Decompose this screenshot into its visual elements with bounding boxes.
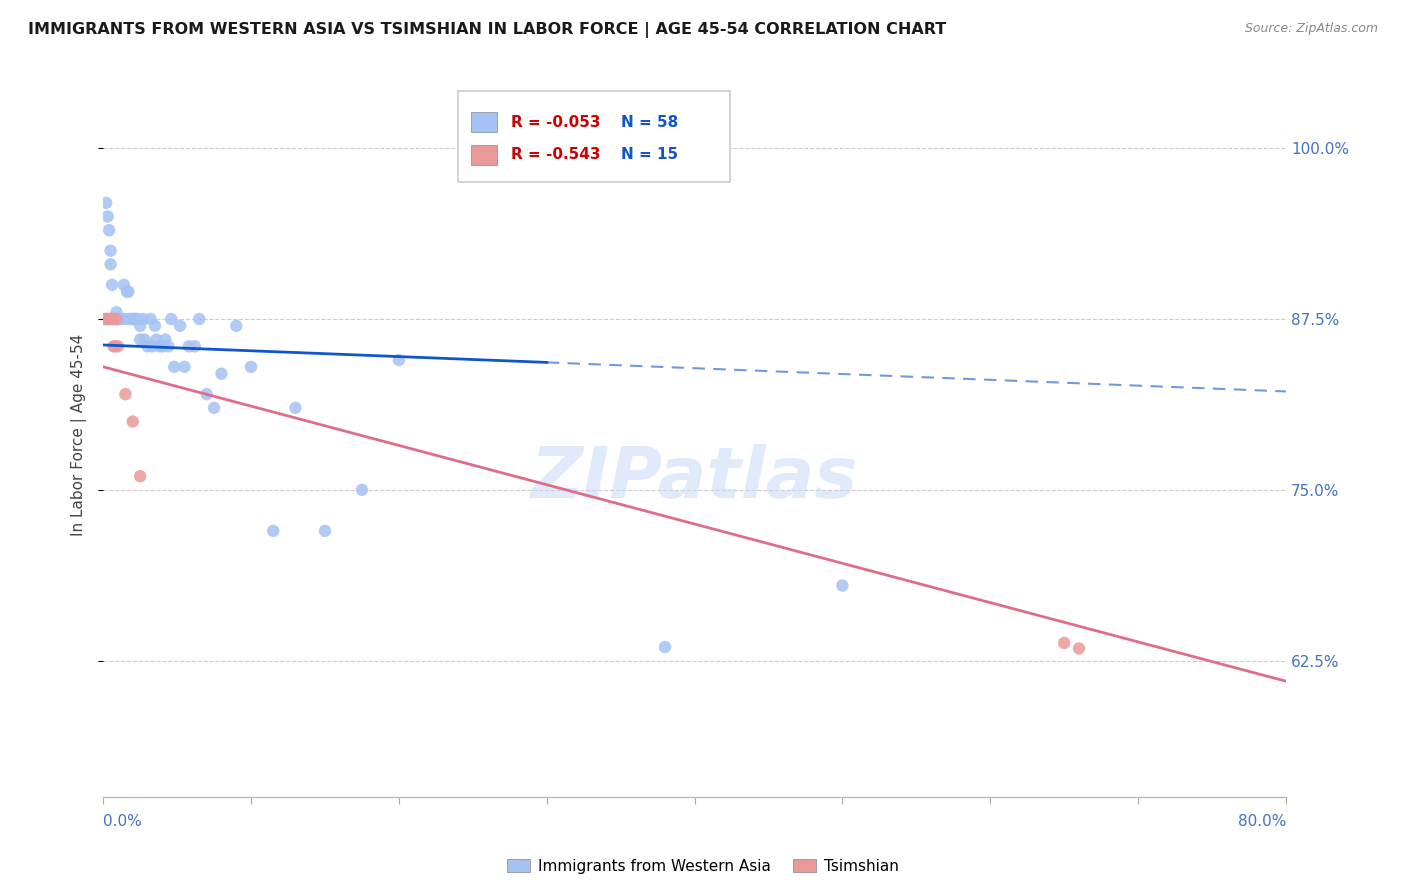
Point (177, 339, 200, 353)
Point (1067, 641, 1090, 656)
Point (111, 312, 134, 326)
Point (107, 312, 129, 326)
Point (120, 312, 142, 326)
Point (136, 339, 159, 353)
Point (121, 312, 143, 326)
Y-axis label: In Labor Force | Age 45-54: In Labor Force | Age 45-54 (72, 334, 87, 536)
Point (134, 333, 156, 347)
Point (117, 285, 139, 299)
Point (173, 359, 195, 374)
Point (654, 640, 676, 654)
Point (96, 312, 118, 326)
Point (108, 312, 131, 326)
FancyBboxPatch shape (458, 91, 730, 182)
Point (129, 469, 152, 483)
Point (112, 277, 135, 292)
Point (107, 312, 129, 326)
Point (104, 312, 127, 326)
Point (127, 312, 149, 326)
Point (314, 524, 336, 538)
Point (831, 578, 853, 592)
Point (98, 312, 121, 326)
Point (143, 318, 166, 333)
FancyBboxPatch shape (471, 145, 498, 165)
Point (155, 333, 177, 347)
Point (160, 312, 183, 326)
Point (100, 257, 122, 271)
Point (110, 312, 132, 326)
Point (150, 339, 173, 353)
Point (284, 401, 307, 415)
Point (132, 312, 155, 326)
Point (97, 312, 120, 326)
Text: IMMIGRANTS FROM WESTERN ASIA VS TSIMSHIAN IN LABOR FORCE | AGE 45-54 CORRELATION: IMMIGRANTS FROM WESTERN ASIA VS TSIMSHIA… (28, 22, 946, 38)
Point (103, 312, 125, 326)
Point (1053, 636, 1076, 650)
Point (262, 524, 284, 538)
Point (98, 223, 121, 237)
Text: N = 15: N = 15 (621, 147, 678, 162)
Point (157, 339, 180, 353)
Point (188, 312, 211, 326)
Point (121, 415, 143, 429)
Point (100, 244, 122, 258)
Point (129, 318, 152, 333)
Point (105, 305, 128, 319)
Point (139, 312, 162, 326)
Point (202, 401, 225, 415)
Point (114, 387, 136, 401)
Text: Source: ZipAtlas.com: Source: ZipAtlas.com (1244, 22, 1378, 36)
Point (169, 318, 191, 333)
Point (350, 483, 373, 497)
Point (100, 312, 122, 326)
Point (115, 285, 138, 299)
Point (163, 359, 186, 374)
Point (97, 210, 120, 224)
FancyBboxPatch shape (471, 112, 498, 132)
Text: R = -0.543: R = -0.543 (512, 147, 600, 162)
Point (114, 312, 136, 326)
Point (101, 312, 124, 326)
Text: R = -0.053: R = -0.053 (512, 115, 600, 129)
Point (105, 312, 128, 326)
Point (184, 339, 207, 353)
Point (240, 359, 263, 374)
Point (129, 333, 152, 347)
Point (122, 312, 145, 326)
Point (148, 339, 170, 353)
Point (211, 367, 233, 381)
Point (107, 339, 129, 353)
Text: 0.0%: 0.0% (103, 814, 142, 829)
Legend: Immigrants from Western Asia, Tsimshian: Immigrants from Western Asia, Tsimshian (501, 853, 905, 880)
Point (125, 312, 148, 326)
Point (105, 312, 128, 326)
Point (101, 312, 124, 326)
Point (103, 339, 125, 353)
Point (93, 312, 115, 326)
Text: 80.0%: 80.0% (1237, 814, 1286, 829)
Point (141, 339, 163, 353)
Point (101, 277, 124, 292)
Text: ZIPatlas: ZIPatlas (531, 444, 858, 513)
Point (225, 318, 247, 333)
Point (388, 353, 411, 368)
Point (96, 195, 118, 210)
Text: N = 58: N = 58 (621, 115, 679, 129)
Point (118, 312, 141, 326)
Point (195, 387, 218, 401)
Point (145, 333, 167, 347)
Point (104, 339, 127, 353)
